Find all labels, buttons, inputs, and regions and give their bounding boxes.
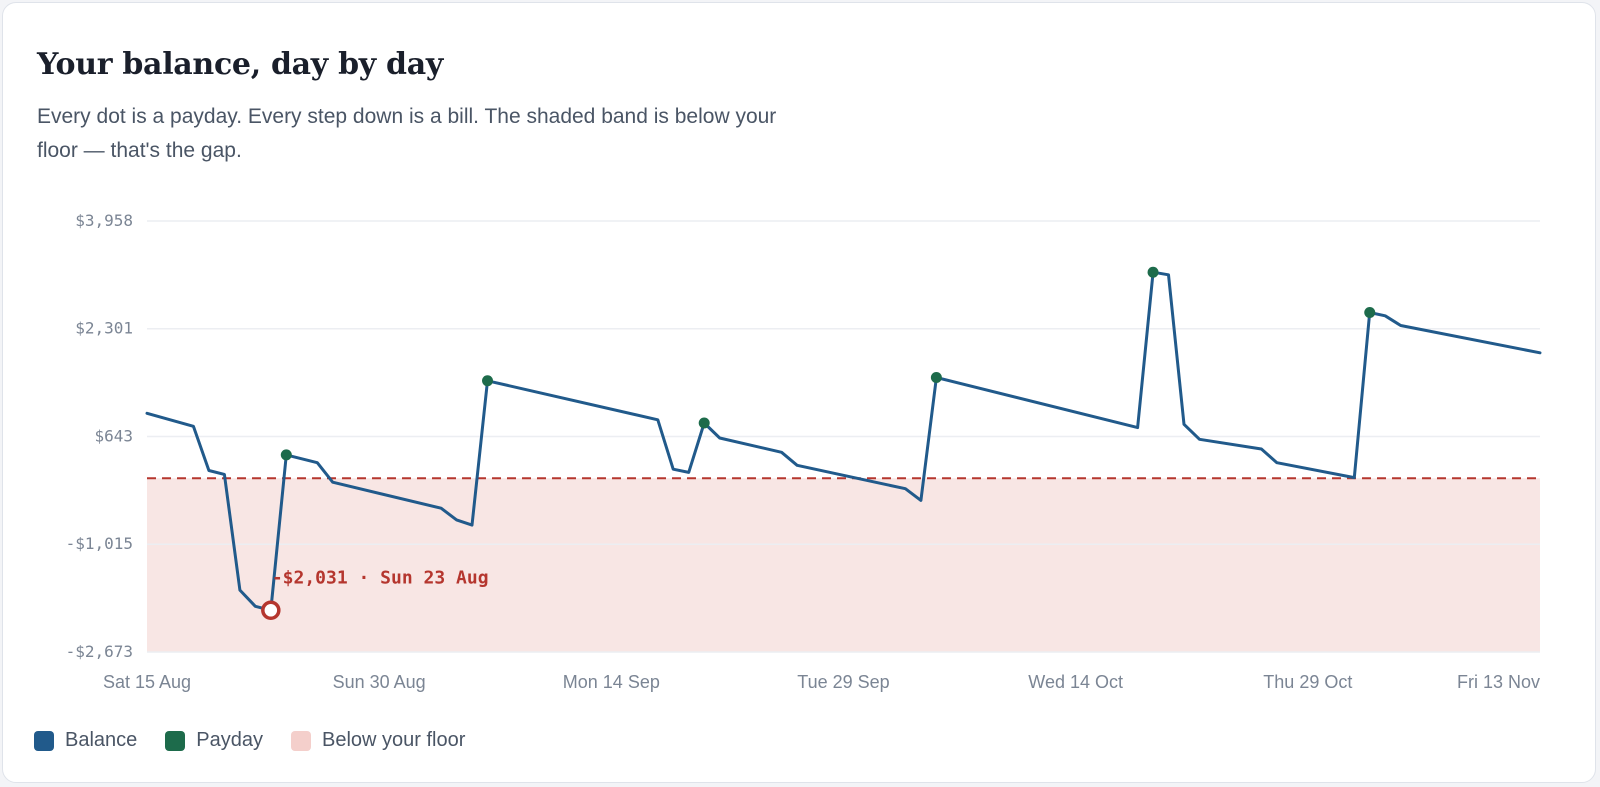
low-point-label: -$2,031 · Sun 23 Aug [272, 567, 489, 588]
y-tick-label: $3,958 [75, 211, 133, 230]
y-tick-label: $643 [94, 426, 133, 445]
x-tick-label: Wed 14 Oct [1028, 672, 1123, 692]
payday-dot [930, 372, 942, 384]
payday-swatch [165, 730, 186, 751]
balance-swatch [34, 730, 54, 751]
legend-label-balance: Balance [65, 729, 138, 751]
y-tick-label: -$1,015 [66, 534, 133, 553]
legend-item-balance: Balance [34, 729, 137, 752]
legend-item-payday: Payday [165, 729, 263, 752]
x-tick-label: Fri 13 Nov [1457, 672, 1540, 692]
payday-dot [482, 375, 494, 387]
legend-item-floor: Below your floor [291, 729, 465, 752]
chart-subtitle: Every dot is a payday. Every step down i… [37, 105, 777, 162]
x-tick-label: Thu 29 Oct [1263, 672, 1352, 692]
x-tick-label: Sun 30 Aug [333, 672, 426, 692]
y-tick-label: $2,301 [75, 319, 133, 338]
x-tick-label: Sat 15 Aug [103, 672, 191, 692]
payday-dot [280, 449, 292, 461]
floor-swatch [291, 730, 311, 751]
y-tick-label: -$2,673 [66, 642, 133, 661]
payday-dot [1364, 307, 1376, 319]
payday-dot [1147, 266, 1159, 278]
legend-label-floor: Below your floor [322, 729, 466, 751]
x-tick-label: Tue 29 Sep [797, 672, 889, 692]
payday-dot [698, 417, 710, 429]
x-tick-label: Mon 14 Sep [563, 672, 660, 692]
legend-label-payday: Payday [196, 729, 263, 751]
page-title: Your balance, day by day [37, 47, 443, 82]
chart-legend: Balance Payday Below your floor [34, 729, 493, 752]
below-floor-band [147, 478, 1540, 652]
low-point-marker [261, 600, 281, 621]
